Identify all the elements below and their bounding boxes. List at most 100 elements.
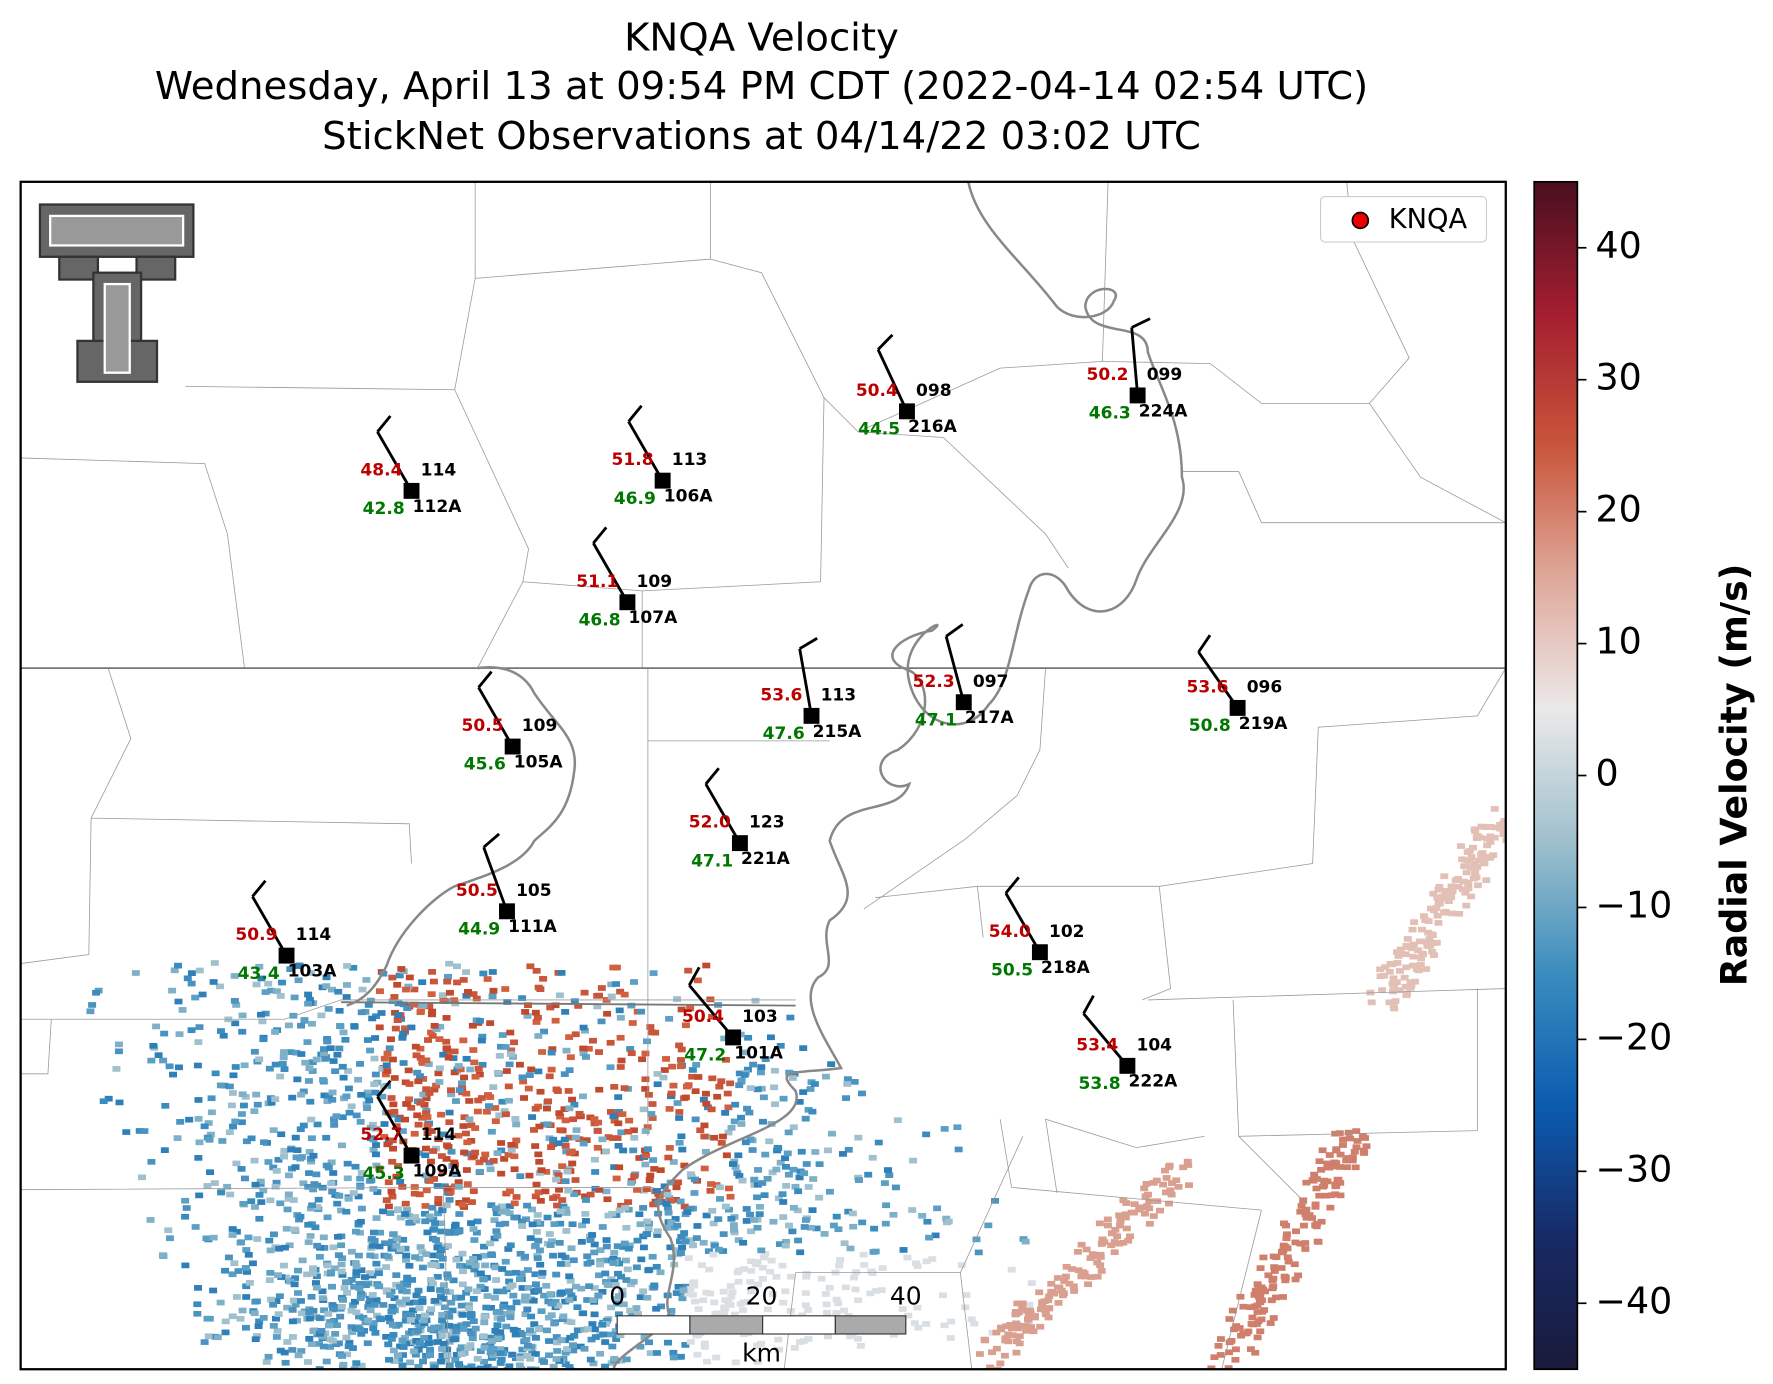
echo xyxy=(440,1321,449,1328)
echo xyxy=(324,1092,333,1099)
echo xyxy=(296,1298,305,1304)
title-line: KNQA Velocity xyxy=(624,15,899,60)
echo xyxy=(304,991,313,998)
echo xyxy=(411,1299,420,1306)
echo xyxy=(379,1208,387,1215)
echo xyxy=(1490,806,1499,812)
echo xyxy=(393,981,402,988)
echo xyxy=(540,1359,548,1365)
echo xyxy=(753,1194,762,1201)
echo xyxy=(344,1085,353,1092)
echo xyxy=(749,1061,758,1068)
echo xyxy=(469,1188,478,1195)
echo xyxy=(507,1147,516,1153)
echo xyxy=(996,1360,1005,1367)
echo xyxy=(1290,1261,1299,1268)
dewpoint: 47.6 xyxy=(763,724,805,744)
echo xyxy=(423,1229,432,1236)
station-marker xyxy=(403,482,420,499)
echo xyxy=(820,1231,829,1237)
echo xyxy=(518,1285,527,1291)
echo xyxy=(1035,1289,1044,1296)
echo xyxy=(610,1164,619,1170)
echo xyxy=(371,1035,380,1041)
echo xyxy=(483,1293,492,1299)
echo xyxy=(194,1039,203,1045)
echo xyxy=(849,1223,858,1230)
echo xyxy=(415,1255,424,1262)
echo xyxy=(908,1207,917,1213)
echo xyxy=(1015,1333,1024,1340)
echo xyxy=(521,1297,530,1304)
echo xyxy=(757,1340,766,1347)
echo xyxy=(1312,1185,1321,1192)
echo xyxy=(858,1219,867,1226)
station-top: 109 xyxy=(637,572,673,592)
echo xyxy=(1141,1193,1150,1200)
echo xyxy=(633,1187,642,1193)
echo xyxy=(232,1294,241,1300)
echo xyxy=(569,1257,578,1264)
echo xyxy=(334,1340,343,1347)
echo xyxy=(1423,943,1432,949)
echo xyxy=(431,1220,440,1226)
echo xyxy=(598,1289,607,1295)
echo xyxy=(1126,1233,1134,1240)
echo xyxy=(401,1245,410,1252)
echo xyxy=(352,1309,361,1316)
echo xyxy=(351,1228,360,1235)
echo xyxy=(1012,1320,1021,1327)
echo xyxy=(506,1310,515,1316)
echo xyxy=(434,1196,443,1202)
echo xyxy=(1251,1287,1260,1294)
echo xyxy=(451,1357,460,1363)
echo xyxy=(530,1321,539,1327)
echo xyxy=(457,1351,466,1357)
echo xyxy=(352,1263,361,1270)
echo xyxy=(486,1305,495,1311)
echo xyxy=(463,1181,472,1187)
dewpoint: 47.1 xyxy=(915,710,957,730)
echo xyxy=(352,1269,361,1275)
echo xyxy=(471,1325,480,1332)
echo xyxy=(371,1071,380,1078)
echo xyxy=(394,1163,402,1169)
echo xyxy=(497,1209,506,1215)
echo xyxy=(1278,1294,1287,1300)
echo xyxy=(697,1262,706,1268)
echo xyxy=(1390,983,1399,989)
scale-tick-label: 0 xyxy=(609,1282,625,1311)
echo xyxy=(1490,834,1499,841)
echo xyxy=(1429,890,1438,897)
echo xyxy=(561,1117,570,1124)
echo xyxy=(416,1373,424,1379)
echo xyxy=(356,1218,365,1225)
echo xyxy=(459,1326,468,1332)
echo xyxy=(335,1193,344,1199)
echo xyxy=(483,976,492,982)
echo xyxy=(1353,1138,1362,1144)
echo xyxy=(642,1038,651,1045)
echo xyxy=(280,1066,289,1072)
echo xyxy=(284,1022,293,1029)
echo xyxy=(327,1180,336,1187)
echo xyxy=(543,1378,551,1384)
echo xyxy=(394,1206,403,1212)
temperature: 51.1 xyxy=(576,572,618,592)
echo xyxy=(580,989,589,996)
station-marker xyxy=(654,472,671,489)
echo xyxy=(563,1168,572,1175)
echo xyxy=(610,1084,619,1090)
echo xyxy=(784,1129,793,1136)
echo xyxy=(1103,1216,1112,1223)
scale-tick-label: 40 xyxy=(890,1282,922,1311)
echo xyxy=(424,1037,432,1043)
echo xyxy=(439,1051,448,1058)
echo xyxy=(761,1151,770,1158)
echo xyxy=(274,1156,283,1163)
echo xyxy=(1045,1305,1054,1311)
echo xyxy=(437,1153,446,1159)
echo xyxy=(836,1257,845,1263)
echo xyxy=(535,1247,544,1254)
echo xyxy=(416,1379,424,1384)
